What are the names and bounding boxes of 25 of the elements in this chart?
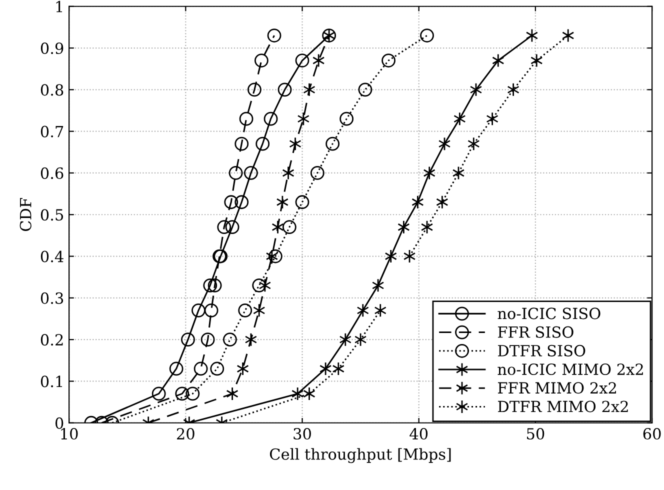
x-tick-label: 60: [643, 428, 661, 440]
x-tick-label: 40: [410, 428, 428, 440]
y-tick-label: 0.2: [40, 334, 63, 346]
y-tick-label: 0: [55, 417, 64, 429]
legend-label: no-ICIC MIMO 2x2: [498, 364, 643, 376]
legend-label: FFR SISO: [498, 326, 574, 338]
x-tick-label: 20: [176, 428, 194, 440]
y-tick-label: 0.5: [40, 209, 64, 221]
y-tick-label: 0.9: [40, 42, 64, 54]
legend-label: DTFR SISO: [498, 344, 586, 356]
x-tick-label: 50: [527, 428, 544, 440]
x-axis-title: Cell throughput [Mbps]: [270, 448, 451, 464]
legend-label: FFR MIMO 2x2: [498, 382, 616, 394]
y-axis-title: CDF: [20, 198, 32, 232]
y-tick-label: 0.6: [40, 167, 64, 179]
x-tick-label: 10: [61, 428, 78, 440]
legend-label: no-ICIC SISO: [498, 308, 600, 320]
y-tick-label: 1: [56, 0, 62, 12]
y-tick-label: 0.4: [40, 250, 64, 262]
legend-label: DTFR MIMO 2x2: [498, 400, 628, 412]
y-tick-label: 0.1: [40, 376, 62, 388]
x-tick-label: 30: [294, 428, 311, 440]
y-tick-label: 0.8: [40, 84, 64, 96]
y-tick-label: 0.3: [40, 292, 64, 304]
y-tick-label: 0.7: [40, 126, 64, 138]
